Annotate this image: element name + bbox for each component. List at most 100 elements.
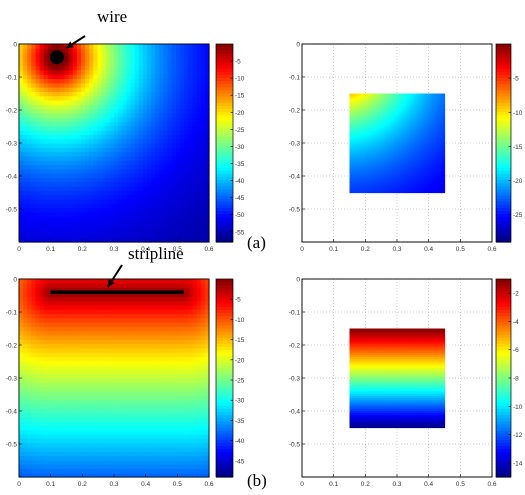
heatmap-cell [93, 147, 99, 153]
colorbar-segment [216, 161, 233, 166]
heatmap-cell [180, 147, 185, 153]
heatmap-cell [31, 233, 37, 239]
heatmap-cell [407, 127, 410, 131]
heatmap-cell [76, 130, 82, 135]
heatmap-cell [114, 99, 119, 105]
heatmap-cell [351, 127, 355, 131]
heatmap-cell [351, 140, 355, 144]
heatmap-cell [440, 123, 444, 127]
heatmap-cell [430, 102, 433, 105]
heatmap-cell [407, 170, 410, 174]
heatmap-cell [56, 313, 61, 319]
heatmap-cell [23, 472, 28, 478]
heatmap-cell [423, 138, 427, 142]
heatmap-cell [368, 108, 371, 112]
heatmap-cell [72, 99, 78, 105]
heatmap-cell [378, 108, 382, 112]
heatmap-cell [109, 164, 115, 170]
heatmap-cell [432, 99, 435, 103]
heatmap-cell [130, 173, 136, 179]
heatmap-cell [370, 117, 373, 120]
heatmap-cell [399, 186, 402, 189]
heatmap-cell [442, 136, 446, 140]
heatmap-cell [118, 99, 123, 105]
heatmap-cell [192, 155, 198, 161]
heatmap-cell [399, 136, 402, 140]
heatmap-cell [114, 121, 119, 127]
heatmap-cell [23, 399, 28, 405]
heatmap-cell [122, 117, 127, 123]
heatmap-cell [39, 296, 45, 302]
heatmap-cell [167, 151, 173, 157]
heatmap-cell [68, 134, 74, 140]
heatmap-cell [425, 164, 429, 168]
heatmap-cell [60, 455, 66, 461]
heatmap-cell [60, 347, 66, 353]
heatmap-cell [155, 160, 161, 166]
heatmap-cell [72, 61, 78, 67]
heatmap-cell [27, 91, 32, 97]
heatmap-cell [361, 97, 365, 101]
heatmap-cell [105, 224, 111, 230]
heatmap-cell [442, 158, 446, 161]
heatmap-cell [101, 117, 107, 123]
heatmap-cell [97, 155, 103, 161]
heatmap-cell [68, 91, 74, 97]
heatmap-cell [122, 69, 127, 75]
heatmap-cell [80, 125, 86, 131]
heatmap-cell [351, 104, 355, 108]
heatmap-cell [423, 102, 427, 105]
heatmap-cell [105, 168, 111, 174]
heatmap-cell [47, 390, 53, 396]
heatmap-cell [386, 155, 390, 159]
heatmap-cell [384, 125, 388, 129]
heatmap-cell [200, 233, 206, 239]
heatmap-cell [60, 216, 66, 222]
heatmap-cell [430, 173, 433, 176]
heatmap-cell [421, 97, 425, 101]
heatmap-cell [101, 125, 107, 131]
heatmap-cell [138, 181, 144, 187]
heatmap-cell [31, 421, 37, 426]
heatmap-cell [409, 108, 413, 112]
heatmap-cell [388, 181, 392, 185]
heatmap-cell [417, 166, 421, 170]
heatmap-cell [39, 343, 45, 349]
heatmap-cell [122, 104, 127, 110]
heatmap-cell [440, 168, 444, 172]
heatmap-cell [427, 117, 431, 120]
heatmap-cell [114, 104, 119, 110]
heatmap-cell [361, 125, 365, 129]
heatmap-cell [384, 164, 388, 168]
heatmap-cell [167, 95, 173, 101]
heatmap-cell [31, 198, 37, 204]
heatmap-cell [118, 233, 123, 239]
heatmap-cell [384, 168, 388, 172]
heatmap-cell [399, 132, 402, 135]
heatmap-cell [436, 127, 439, 131]
heatmap-cell [382, 112, 386, 116]
heatmap-cell [39, 360, 45, 366]
heatmap-cell [192, 74, 198, 80]
heatmap-cell [368, 175, 371, 179]
heatmap-cell [355, 164, 359, 168]
heatmap-cell [436, 115, 439, 118]
heatmap-cell [415, 173, 419, 176]
heatmap-cell [39, 61, 45, 67]
heatmap-cell [378, 95, 382, 99]
heatmap-cell [432, 112, 435, 116]
colorbar-segment [216, 124, 233, 129]
heatmap-cell [85, 108, 90, 114]
heatmap-cell [56, 279, 61, 284]
heatmap-cell [200, 211, 206, 217]
colorbar-segment [496, 74, 511, 79]
heatmap-cell [388, 121, 392, 125]
heatmap-cell [105, 134, 111, 140]
heatmap-cell [427, 145, 431, 148]
heatmap-cell [47, 91, 53, 97]
heatmap-cell [167, 190, 173, 196]
heatmap-cell [413, 119, 417, 123]
heatmap-cell [142, 229, 148, 234]
heatmap-cell [27, 369, 32, 375]
heatmap-cell [134, 168, 140, 174]
